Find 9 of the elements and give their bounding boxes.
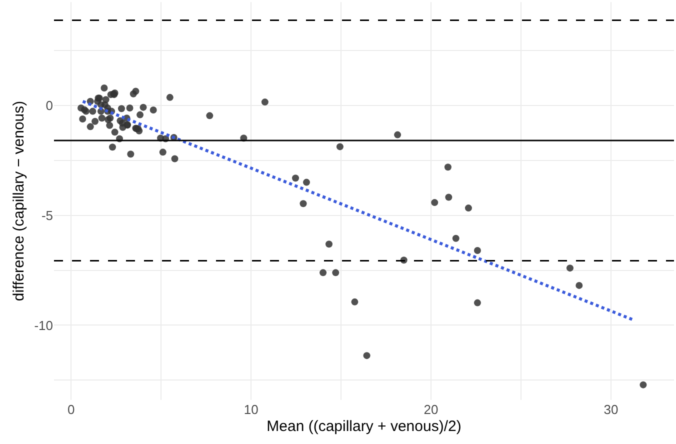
- x-axis-title: Mean ((capillary + venous)/2): [266, 418, 462, 435]
- y-axis-title: difference (capillary − venous): [10, 100, 28, 302]
- y-tick-label: -10: [34, 318, 53, 333]
- y-tick-label: -5: [41, 208, 53, 223]
- x-tick-label: 0: [67, 402, 75, 417]
- x-tick-label: 30: [604, 402, 618, 417]
- x-tick-label: 10: [244, 402, 258, 417]
- x-tick-label: 20: [424, 402, 438, 417]
- y-tick-label: 0: [46, 98, 53, 113]
